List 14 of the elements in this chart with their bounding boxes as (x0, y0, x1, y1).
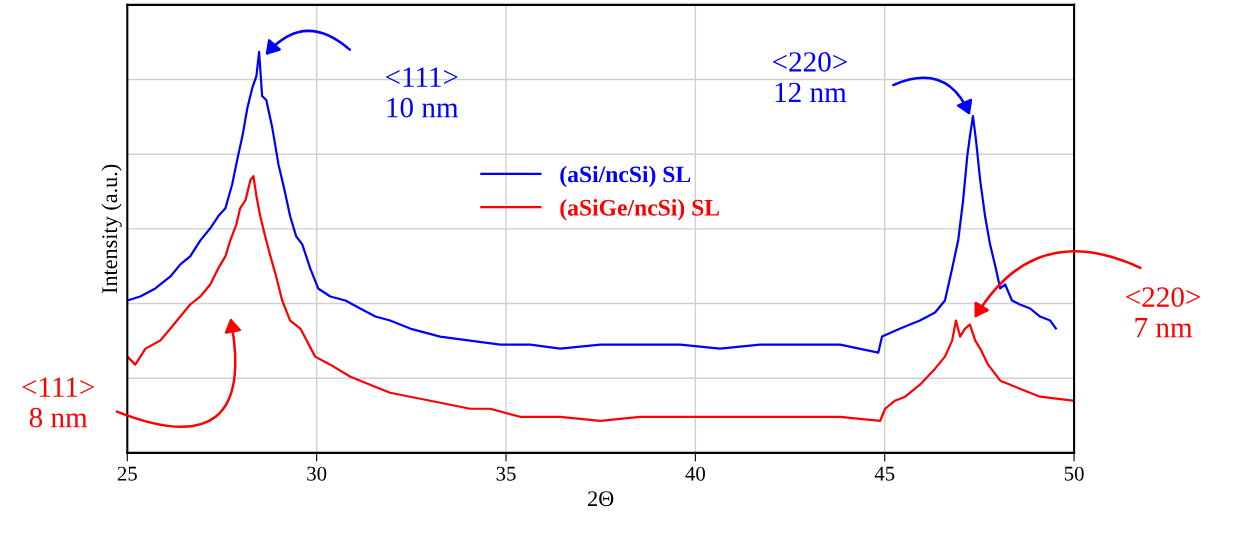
text: <111> 8 nm (22, 377, 95, 428)
x-tick-label: 35 (496, 466, 516, 481)
x-tick-label: 45 (874, 466, 895, 481)
x-tick-label: 40 (685, 466, 705, 481)
x-tick-label: 50 (1064, 466, 1084, 481)
annotation: <220> 12 nm (773, 52, 847, 102)
y-axis-title: Intensity (a.u.) (101, 164, 122, 294)
text: <220> 7 nm (1126, 287, 1201, 338)
legend-label: (aSi/ncSi) SL (560, 165, 691, 188)
annotation: <111> 10 nm (385, 67, 459, 118)
x-tick-label: 30 (307, 466, 327, 481)
legend-label: (aSiGe/ncSi) SL (560, 199, 720, 221)
x-axis-title: 2Θ (588, 491, 614, 507)
x-tick-label: 25 (117, 466, 137, 481)
